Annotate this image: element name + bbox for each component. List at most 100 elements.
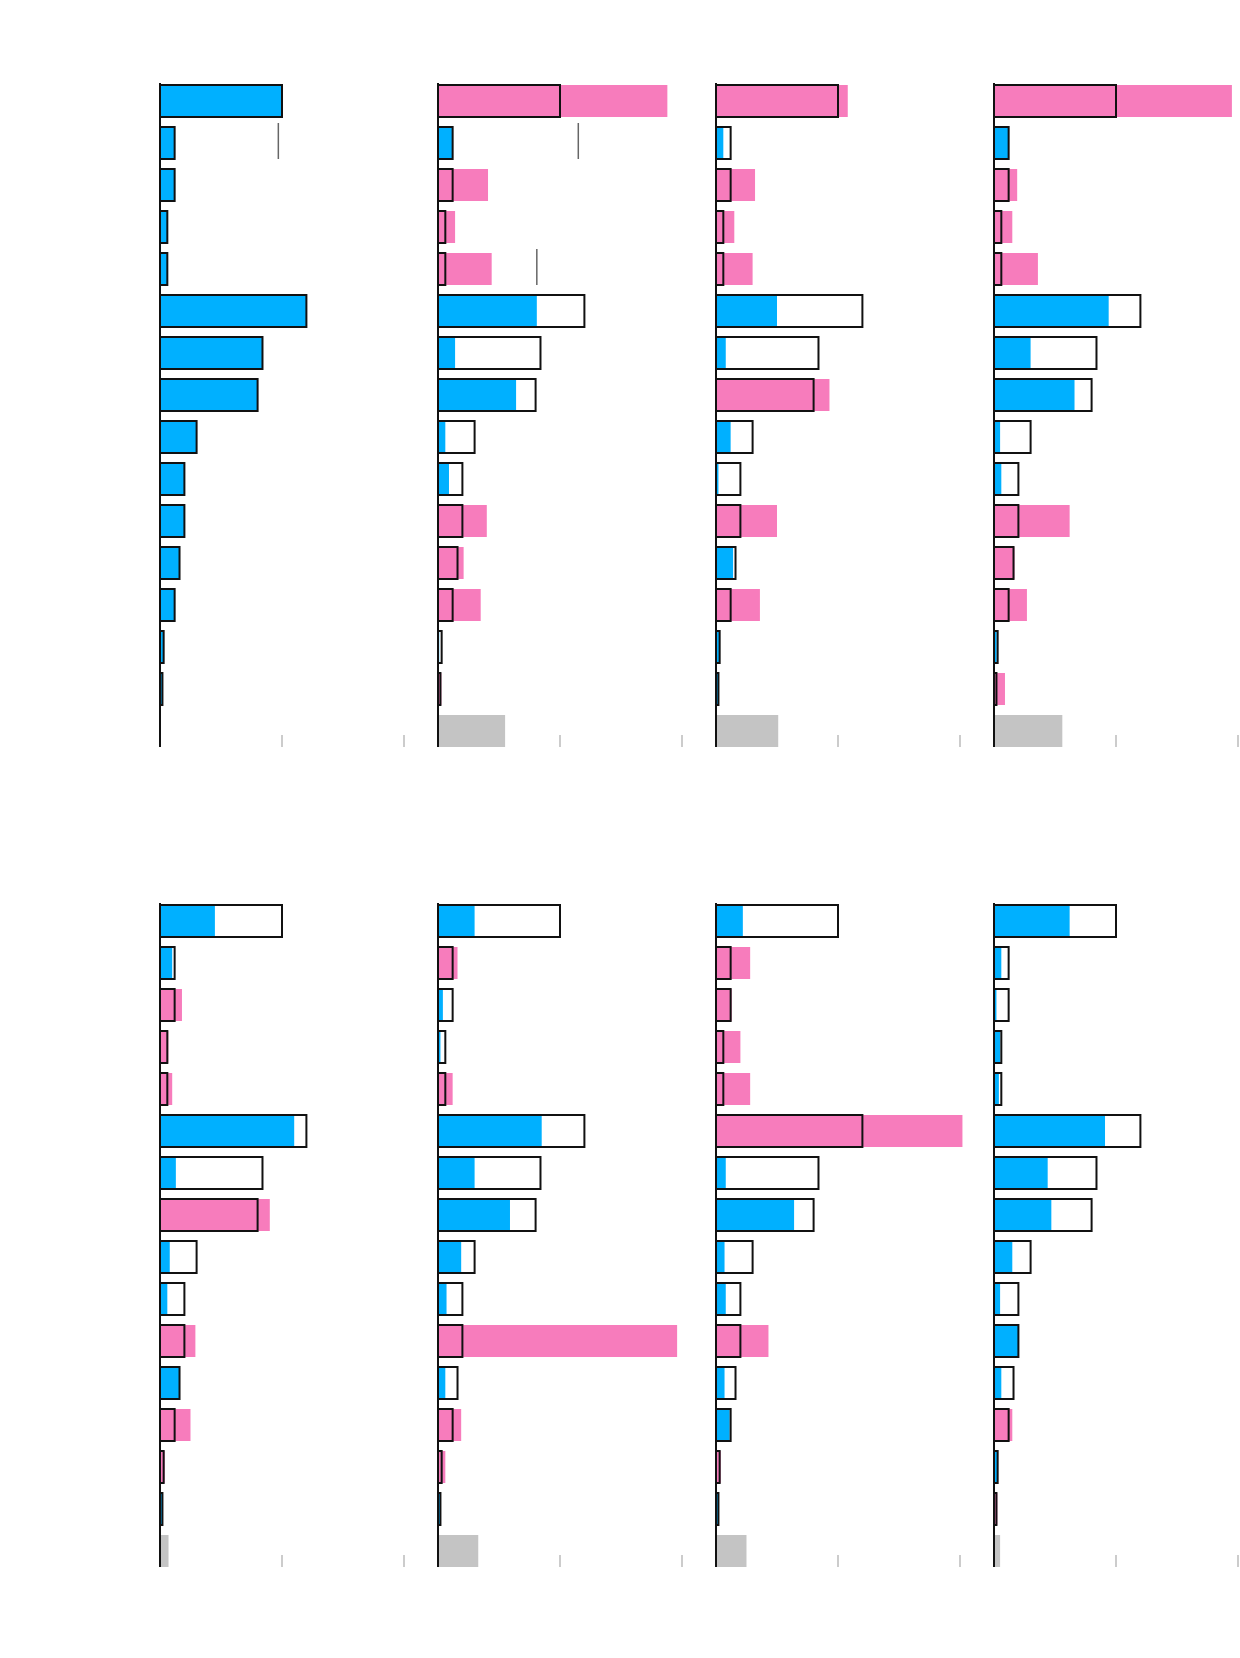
value-bar: [716, 85, 848, 117]
value-bar: [994, 1241, 1013, 1273]
panel-7: [715, 903, 963, 1567]
value-bar: [716, 1535, 747, 1567]
value-bar: [716, 379, 830, 411]
value-bar: [994, 1367, 1002, 1399]
value-bar: [716, 337, 726, 369]
value-bar: [994, 421, 1001, 453]
panel-3: [715, 83, 961, 747]
value-bar: [160, 1493, 163, 1525]
value-bar: [994, 337, 1031, 369]
value-bar: [994, 715, 1063, 747]
value-bar: [438, 947, 458, 979]
value-bar: [716, 1451, 721, 1483]
value-bar: [716, 169, 756, 201]
value-bar: [716, 127, 724, 159]
value-bar: [994, 547, 1015, 579]
value-bar: [716, 421, 731, 453]
value-bar: [160, 1199, 270, 1231]
value-bar: [994, 295, 1109, 327]
value-bar: [994, 1031, 1001, 1063]
value-bar: [994, 1535, 1001, 1567]
value-bar: [438, 421, 446, 453]
value-bar: [160, 1535, 169, 1567]
value-bar: [716, 505, 777, 537]
value-bar: [160, 905, 215, 937]
value-bar: [160, 1283, 168, 1315]
value-bar: [994, 379, 1075, 411]
value-bar: [438, 1409, 462, 1441]
panel-1: [159, 83, 405, 747]
panel-8-value-bars: [994, 905, 1106, 1567]
value-bar: [160, 1451, 165, 1483]
value-bar: [716, 211, 735, 243]
value-bar: [438, 1199, 510, 1231]
value-bar: [994, 631, 997, 663]
value-bar: [438, 85, 668, 117]
value-bar: [438, 127, 453, 159]
value-bar: [994, 1283, 1001, 1315]
value-bar: [716, 1157, 726, 1189]
value-bar: [160, 1157, 176, 1189]
value-bar: [160, 1073, 173, 1105]
value-bar: [716, 989, 732, 1021]
panel-6-value-bars: [438, 905, 678, 1567]
panel-4-value-bars: [994, 85, 1232, 747]
value-bar: [994, 463, 1002, 495]
value-bar: [160, 85, 282, 117]
value-bar: [994, 905, 1070, 937]
value-bar: [716, 589, 760, 621]
value-bar: [160, 295, 307, 327]
value-bar: [716, 463, 719, 495]
value-bar: [994, 85, 1232, 117]
value-bar: [160, 463, 185, 495]
panel-6: [437, 903, 683, 1567]
panel-2-value-bars: [438, 85, 668, 747]
value-bar: [160, 547, 180, 579]
value-bar: [438, 1241, 462, 1273]
panel-5-value-bars: [160, 905, 295, 1567]
value-bar: [438, 379, 517, 411]
value-bar: [716, 295, 777, 327]
value-bar: [716, 1073, 751, 1105]
value-bar: [716, 1367, 725, 1399]
value-bar: [716, 1199, 795, 1231]
baseline-outline-bar: [715, 336, 820, 370]
value-bar: [994, 1073, 999, 1105]
value-bar: [994, 1115, 1106, 1147]
value-bar: [716, 905, 743, 937]
value-bar: [160, 211, 168, 243]
value-bar: [716, 253, 753, 285]
panel-1-value-bars: [160, 85, 307, 705]
value-bar: [994, 1325, 1019, 1357]
value-bar: [994, 989, 997, 1021]
value-bar: [438, 589, 481, 621]
value-bar: [994, 673, 1005, 705]
panel-6-baseline-outlines: [437, 904, 586, 1526]
value-bar: [160, 337, 263, 369]
panel-8: [993, 903, 1239, 1567]
baseline-outline-bar: [715, 1156, 820, 1190]
value-bar: [438, 989, 443, 1021]
value-bar: [994, 589, 1027, 621]
value-bar: [994, 211, 1013, 243]
value-bar: [716, 1115, 963, 1147]
value-bar: [160, 421, 197, 453]
value-bar: [438, 547, 464, 579]
value-bar: [716, 1325, 769, 1357]
value-bar: [438, 169, 489, 201]
value-bar: [994, 1157, 1048, 1189]
value-bar: [716, 1409, 730, 1441]
value-bar: [716, 715, 779, 747]
value-bar: [160, 169, 175, 201]
value-bar: [438, 1325, 678, 1357]
value-bar: [160, 127, 175, 159]
value-bar: [716, 1241, 725, 1273]
value-bar: [160, 505, 185, 537]
value-bar: [438, 253, 492, 285]
value-bar: [160, 379, 258, 411]
value-bar: [160, 989, 182, 1021]
value-bar: [438, 337, 456, 369]
value-bar: [716, 1283, 726, 1315]
value-bar: [994, 127, 1009, 159]
